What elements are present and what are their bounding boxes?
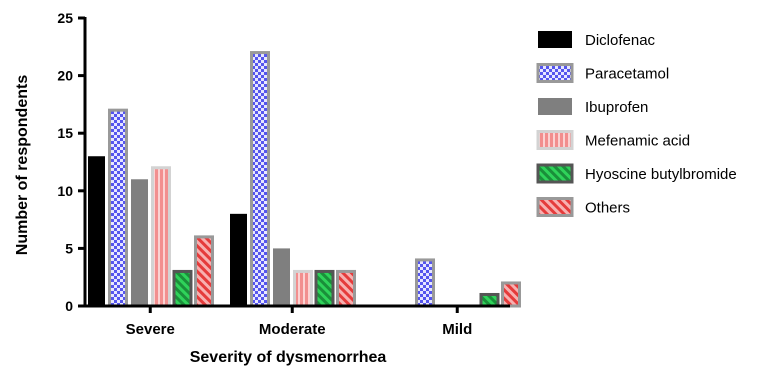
- bar-hyoscine-butylbromide-mild: [479, 292, 500, 308]
- bar-mefenamic-acid-moderate: [293, 269, 313, 308]
- bar-paracetamol-mild: [415, 258, 435, 308]
- x-category-label-mild: Mild: [442, 321, 472, 338]
- legend-label-ibuprofen: Ibuprofen: [585, 99, 648, 116]
- bar-others-severe: [194, 235, 214, 308]
- x-category-label-moderate: Moderate: [259, 321, 326, 338]
- y-tick-label-20: 20: [57, 68, 73, 84]
- y-tick-label-10: 10: [57, 183, 73, 199]
- legend-swatch-hyoscine-butylbromide: [536, 163, 574, 184]
- bar-diclofenac-moderate: [230, 213, 247, 306]
- bar-paracetamol-severe: [108, 108, 128, 308]
- bar-others-mild: [501, 281, 521, 308]
- bar-hyoscine-butylbromide-moderate: [314, 269, 335, 308]
- bar-mefenamic-acid-severe: [151, 166, 171, 308]
- bar-others-moderate: [336, 269, 356, 308]
- bar-paracetamol-moderate: [250, 51, 270, 308]
- legend-swatch-paracetamol: [536, 63, 574, 83]
- bar-ibuprofen-severe: [131, 179, 148, 306]
- legend-label-hyoscine-butylbromide: Hyoscine butylbromide: [585, 166, 737, 183]
- y-tick-label-25: 25: [57, 10, 73, 26]
- y-axis-title: Number of respondents: [14, 75, 31, 256]
- bar-diclofenac-severe: [88, 156, 105, 306]
- bar-ibuprofen-moderate: [273, 248, 290, 306]
- legend-swatch-ibuprofen: [538, 98, 572, 115]
- legend-swatch-diclofenac: [538, 31, 572, 48]
- x-category-labels: Severe Moderate Mild: [126, 306, 472, 338]
- legend-label-others: Others: [585, 200, 630, 217]
- y-tick-label-15: 15: [57, 125, 73, 141]
- x-axis-title: Severity of dysmenorrhea: [190, 349, 387, 366]
- y-tick-labels: 0 5 10 15 20 25: [57, 10, 85, 314]
- y-tick-label-5: 5: [65, 240, 73, 256]
- legend-label-mefenamic-acid: Mefenamic acid: [585, 133, 690, 150]
- axes-group: [83, 17, 510, 308]
- legend-swatch-others: [536, 197, 574, 217]
- legend-label-diclofenac: Diclofenac: [585, 32, 656, 49]
- y-tick-label-0: 0: [65, 298, 73, 314]
- bars-group: [88, 51, 521, 308]
- legend: Diclofenac Paracetamol Ibuprofen Mefenamic …: [536, 31, 737, 217]
- legend-label-paracetamol: Paracetamol: [585, 66, 669, 83]
- legend-swatch-mefenamic-acid: [536, 130, 574, 150]
- bar-hyoscine-butylbromide-severe: [172, 269, 193, 308]
- x-category-label-severe: Severe: [126, 321, 175, 338]
